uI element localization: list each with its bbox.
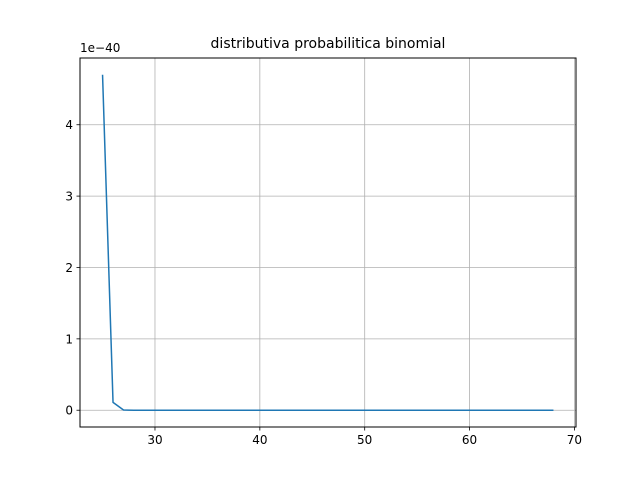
y-tick-label: 2 — [65, 261, 73, 275]
axes-frame — [79, 57, 577, 428]
x-tick-label: 60 — [462, 433, 477, 447]
y-axis: 0 1 2 3 4 — [65, 118, 80, 418]
x-tick-label: 50 — [357, 433, 372, 447]
y-tick-label: 1 — [65, 332, 73, 346]
x-tick-label: 30 — [147, 433, 162, 447]
y-tick-label: 0 — [65, 404, 73, 418]
y-tick-label: 4 — [65, 118, 73, 132]
x-tick-label: 40 — [252, 433, 267, 447]
x-axis: 30 40 50 60 70 — [147, 427, 582, 447]
chart-title: distributiva probabilitica binomial — [211, 36, 446, 52]
y-offset-label: 1e−40 — [80, 41, 120, 55]
x-tick-label: 70 — [567, 433, 582, 447]
series-line — [101, 74, 554, 411]
series-layer — [101, 74, 554, 411]
y-tick-label: 3 — [65, 190, 73, 204]
